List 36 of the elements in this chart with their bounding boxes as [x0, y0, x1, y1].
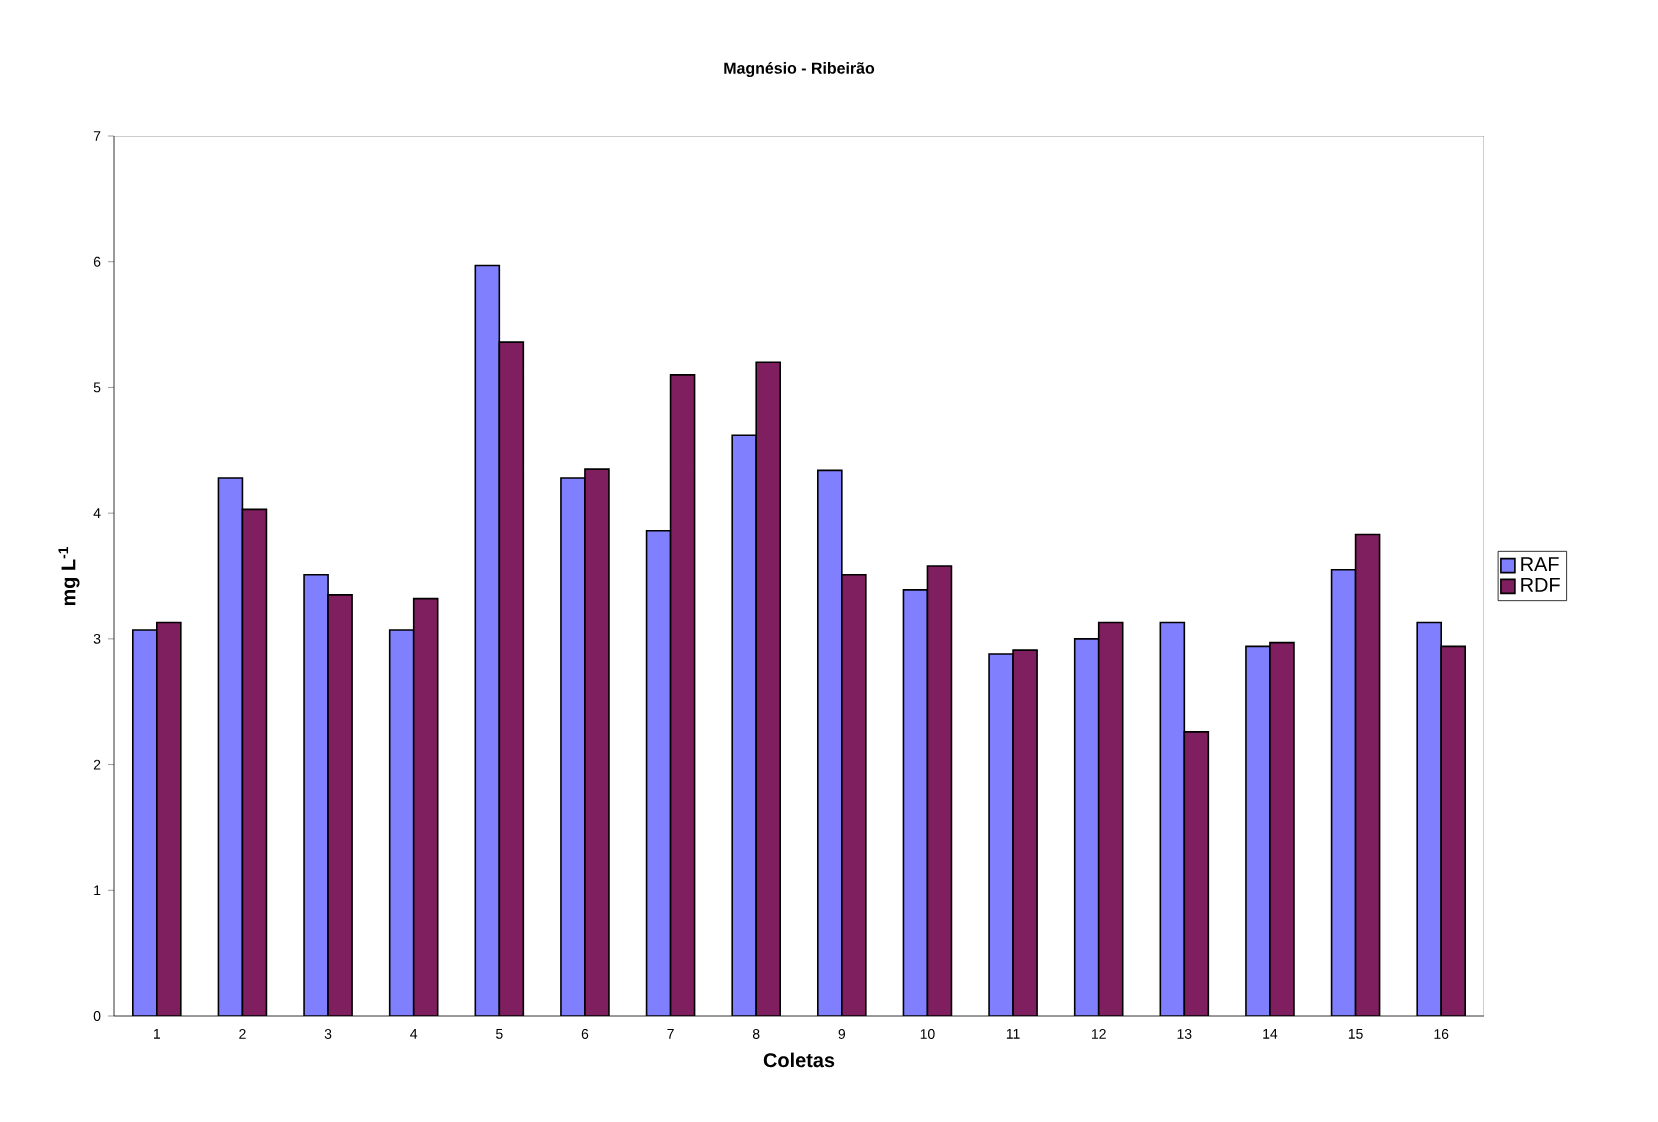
bar: [1354, 533, 1381, 1016]
bar: [327, 594, 353, 1016]
bar: [584, 468, 610, 1016]
bar: [412, 597, 439, 1016]
legend-label: RDF: [1521, 577, 1560, 592]
bar: [1330, 568, 1357, 1016]
bar: [731, 434, 757, 1016]
bar: [1097, 621, 1124, 1016]
bar: [1183, 731, 1210, 1016]
bar: [1416, 621, 1442, 1016]
bar: [755, 361, 781, 1016]
bar: [817, 469, 843, 1016]
bar: [217, 477, 244, 1016]
bar: [841, 573, 867, 1016]
bar: [1012, 649, 1038, 1016]
bar: [645, 529, 672, 1016]
bar: [902, 589, 929, 1016]
bar: [498, 341, 525, 1016]
bar: [303, 573, 329, 1016]
bar: [1269, 641, 1295, 1016]
legend-label: RAF: [1521, 557, 1559, 572]
bar: [1159, 621, 1186, 1016]
bar: [560, 477, 586, 1016]
bar: [241, 508, 268, 1016]
bar: [388, 629, 415, 1016]
x-axis-title: Coletas: [763, 1052, 835, 1068]
bar: [988, 653, 1014, 1016]
bar: [669, 374, 696, 1016]
y-axis-title: mg L$^{-1}$: [58, 546, 80, 606]
bar: [1245, 645, 1271, 1016]
bar: [132, 629, 158, 1016]
bar: [1440, 645, 1466, 1016]
bar: [156, 621, 182, 1016]
bar: [926, 565, 953, 1016]
bar: [474, 264, 501, 1016]
bar: [1073, 638, 1100, 1016]
